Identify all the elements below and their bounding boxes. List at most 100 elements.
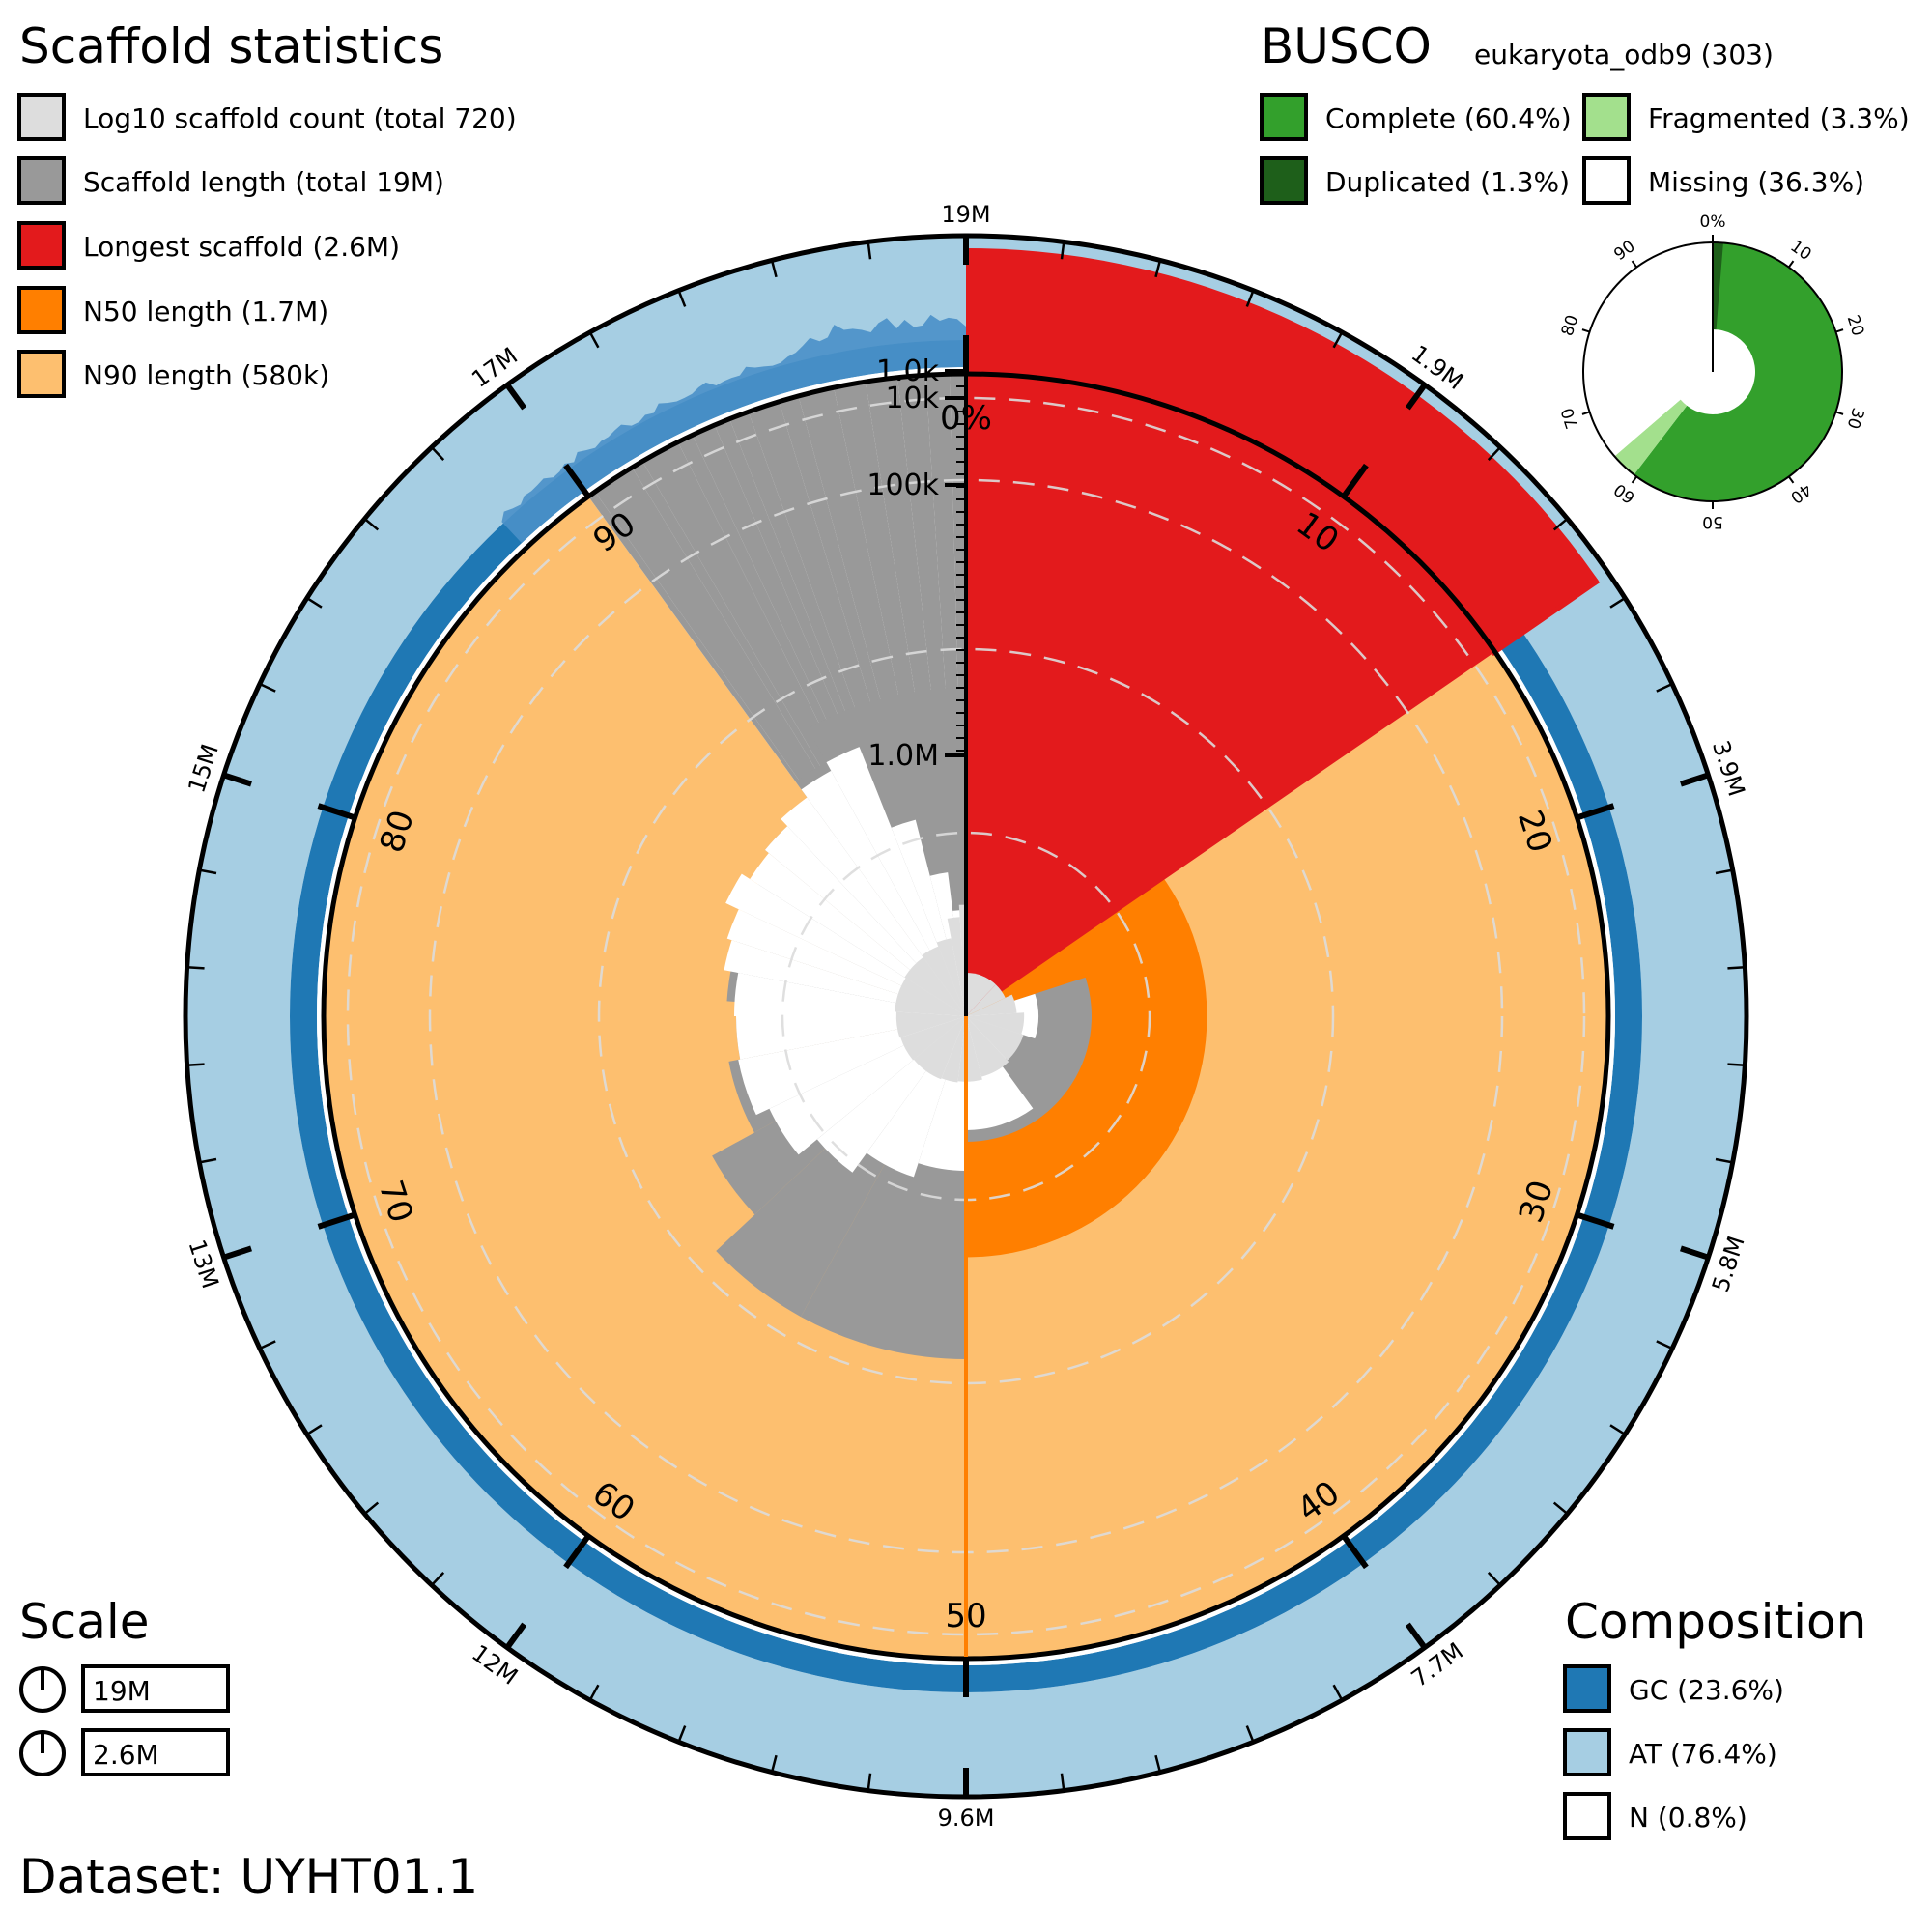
- busco-tick-label: 60: [1610, 479, 1638, 507]
- busco-legend: BUSCO eukaryota_odb9 (303) Complete (60.…: [1260, 18, 1910, 205]
- length-minor-tick: [1154, 1754, 1162, 1773]
- length-minor-tick: [259, 682, 276, 693]
- percent-tick: [1340, 463, 1369, 500]
- percent-tick: [317, 803, 358, 821]
- length-minor-tick: [1609, 596, 1626, 609]
- composition-label-n: N (0.8%): [1629, 1802, 1747, 1833]
- length-minor-tick: [1552, 1501, 1569, 1516]
- radial-tick-label: 10k: [885, 382, 939, 415]
- busco-label-duplicated: Duplicated (1.3%): [1325, 166, 1570, 198]
- busco-label-complete: Complete (60.4%): [1325, 102, 1572, 134]
- busco-tick-label: 70: [1558, 406, 1583, 432]
- length-minor-tick: [1332, 1684, 1344, 1701]
- radial-tick-label: 100k: [867, 469, 939, 502]
- length-minor-tick: [199, 1157, 217, 1164]
- legend-swatch-count: [17, 93, 66, 141]
- busco-tick-label: 10: [1786, 237, 1814, 265]
- length-minor-tick: [1487, 1572, 1502, 1586]
- busco-label-missing: Missing (36.3%): [1648, 166, 1864, 198]
- percent-tick: [1340, 1532, 1369, 1570]
- composition-label-at: AT (76.4%): [1629, 1738, 1777, 1770]
- legend-label-count: Log10 scaffold count (total 720): [83, 102, 517, 134]
- length-tick: [503, 381, 527, 411]
- length-minor-tick: [1715, 1157, 1733, 1164]
- busco-fragmented-arc: [1614, 399, 1688, 475]
- longest-scaffold-sector: [966, 248, 1599, 1016]
- length-tick: [1679, 1245, 1712, 1262]
- dataset-label: Dataset: UYHT01.1: [19, 1849, 478, 1905]
- busco-tick: [1787, 475, 1795, 484]
- length-minor-tick: [1060, 1773, 1065, 1791]
- length-tick: [1405, 1622, 1429, 1652]
- legend-label-length: Scaffold length (total 19M): [83, 166, 444, 198]
- legend-swatch-n90: [17, 350, 66, 398]
- busco-swatch-duplicated: [1260, 156, 1308, 205]
- busco-complete-arc: [1634, 242, 1842, 501]
- scaffold-count-step: [966, 984, 1006, 1016]
- longest-scaffold-ray: [1490, 578, 1601, 657]
- scale-label-longest: 2.6M: [93, 1739, 159, 1771]
- length-minor-tick: [1332, 331, 1344, 349]
- percent-tick-label: 0%: [940, 399, 992, 438]
- busco-lineage: eukaryota_odb9 (303): [1474, 39, 1774, 71]
- busco-tick-label: 40: [1786, 479, 1814, 507]
- length-minor-tick: [306, 596, 323, 609]
- percent-tick: [563, 463, 592, 500]
- gc-variation-band: [501, 314, 966, 544]
- length-tick-label: 9.6M: [938, 1804, 995, 1832]
- length-tick: [220, 771, 253, 787]
- length-minor-tick: [1609, 1424, 1626, 1436]
- composition-label-gc: GC (23.6%): [1629, 1674, 1784, 1706]
- busco-label-fragmented: Fragmented (3.3%): [1648, 102, 1910, 134]
- busco-tick-label: 50: [1702, 512, 1723, 531]
- length-minor-tick: [588, 1684, 600, 1701]
- composition-swatch-gc: [1563, 1664, 1611, 1713]
- length-minor-tick: [867, 242, 872, 260]
- radial-tick-label: 1.0M: [867, 739, 939, 773]
- scaffold-count-step: [966, 994, 1017, 1016]
- length-tick: [1679, 771, 1712, 787]
- length-minor-tick: [1245, 1725, 1255, 1743]
- scale-box-total: [81, 1664, 230, 1713]
- length-minor-tick: [1487, 446, 1502, 461]
- composition-swatch-n: [1563, 1792, 1611, 1840]
- length-minor-tick: [430, 446, 445, 461]
- scaffold-count-step: [941, 1016, 966, 1083]
- length-tick: [220, 1245, 253, 1262]
- length-minor-tick: [1715, 868, 1733, 875]
- scaffold-count-step: [966, 973, 996, 1016]
- length-minor-tick: [306, 1424, 323, 1436]
- grid-ring: [346, 396, 1586, 1636]
- composition-legend: Composition GC (23.6%) AT (76.4%) N (0.8…: [1563, 1594, 1866, 1840]
- busco-tick-label: 0%: [1700, 213, 1726, 232]
- scaffold-count-step: [895, 978, 966, 1016]
- length-minor-tick: [1656, 1340, 1673, 1350]
- legend-swatch-length: [17, 156, 66, 205]
- percent-tick: [1574, 1211, 1615, 1230]
- length-minor-tick: [1727, 966, 1746, 970]
- busco-swatch-missing: [1582, 156, 1631, 205]
- scaffold-length-gap: [826, 747, 966, 1016]
- scaffold-count-step: [947, 917, 966, 1016]
- length-minor-tick: [1154, 260, 1162, 278]
- busco-donut: 0% 10 20 30 40 50 60 70 80 90: [1558, 213, 1868, 531]
- composition-swatch-at: [1563, 1728, 1611, 1776]
- length-minor-tick: [363, 1501, 380, 1516]
- busco-swatch-complete: [1260, 93, 1308, 141]
- scaffold-count-step: [895, 1011, 966, 1038]
- scaffold-count-step: [913, 1016, 966, 1080]
- busco-tick: [1631, 260, 1638, 269]
- busco-tick: [1581, 328, 1590, 333]
- composition-title: Composition: [1565, 1594, 1866, 1650]
- legend-label-longest: Longest scaffold (2.6M): [83, 231, 400, 263]
- busco-tick: [1835, 411, 1844, 415]
- length-minor-tick: [363, 517, 380, 531]
- percent-tick: [1574, 803, 1615, 821]
- percent-tick: [317, 1211, 358, 1230]
- length-minor-tick: [677, 1725, 687, 1743]
- busco-title: BUSCO: [1261, 18, 1432, 74]
- busco-tick: [1787, 260, 1795, 269]
- length-minor-tick: [1245, 290, 1255, 307]
- scale-title: Scale: [19, 1594, 150, 1650]
